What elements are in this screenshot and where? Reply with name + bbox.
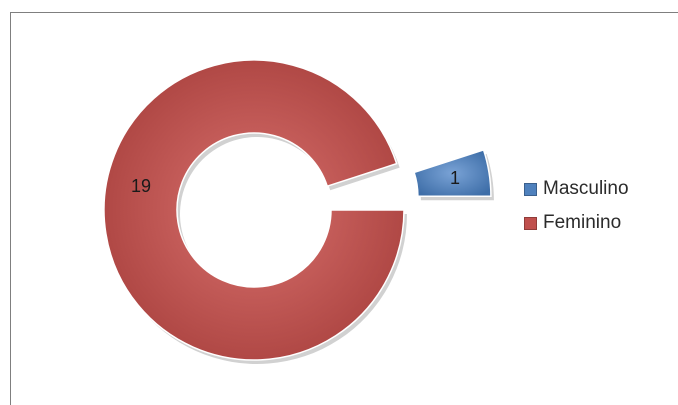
data-label-feminino: 19 (131, 176, 151, 196)
legend-item-feminino: Feminino (524, 206, 629, 240)
slice-masculino (413, 148, 494, 201)
data-label-group: 1 19 (131, 168, 460, 196)
legend-swatch (524, 216, 537, 230)
data-label-masculino: 1 (450, 168, 460, 188)
legend-swatch (524, 182, 537, 196)
legend-item-masculino: Masculino (524, 172, 629, 206)
legend-label: Masculino (543, 178, 629, 199)
slice-group (103, 59, 494, 364)
slice-shape-masculino (413, 148, 492, 197)
slice-feminino (103, 59, 408, 364)
legend: Masculino Feminino (524, 172, 629, 240)
slice-shape-feminino (103, 59, 405, 361)
legend-label: Feminino (543, 212, 622, 233)
